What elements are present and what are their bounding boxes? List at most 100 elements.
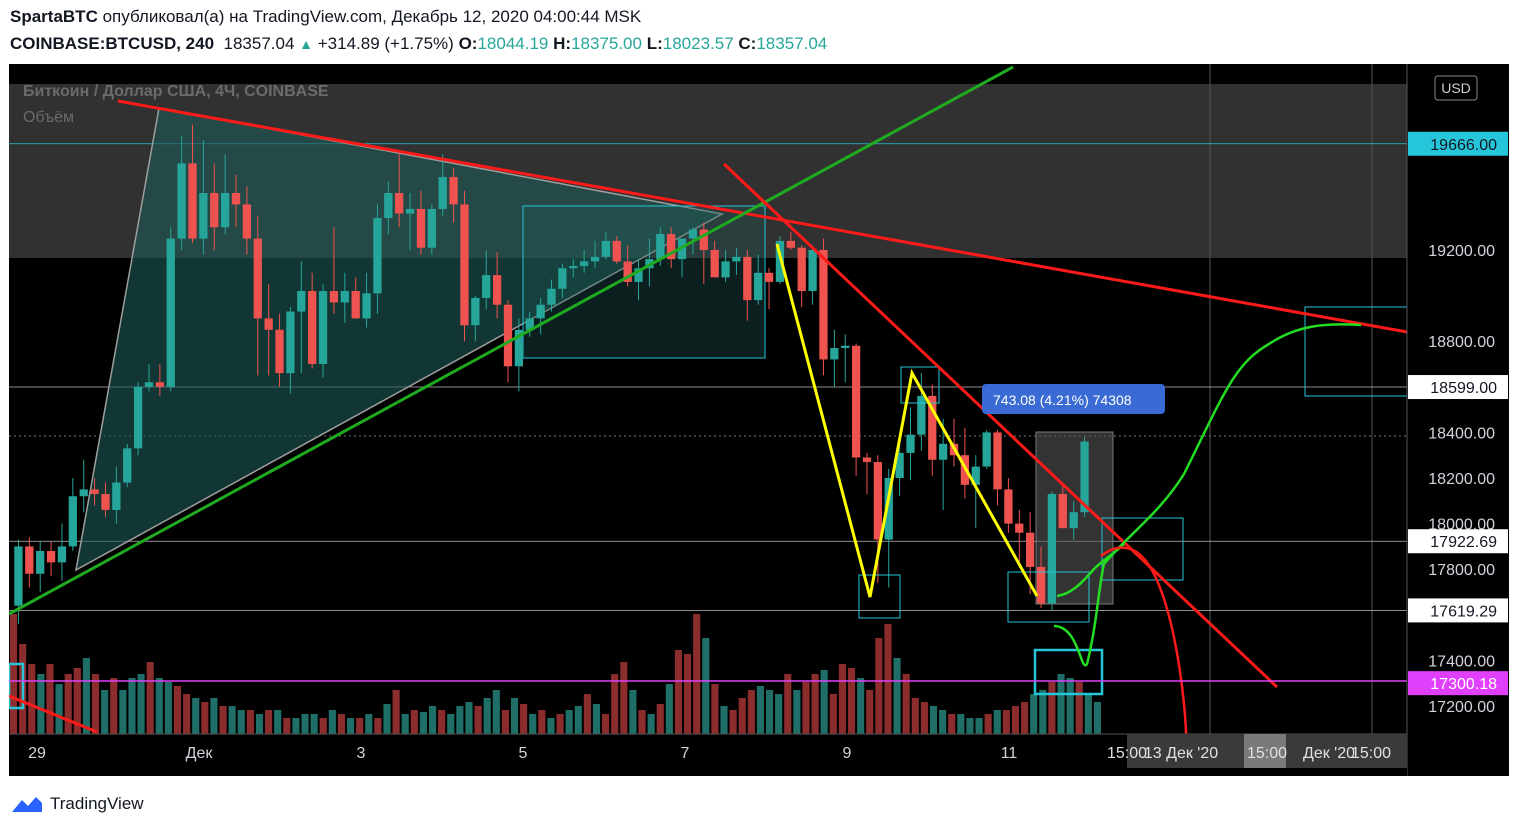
high-value: 18375.00	[571, 34, 642, 53]
volume-bar	[101, 690, 109, 734]
small-red-line	[9, 694, 98, 734]
low-box	[858, 574, 901, 619]
volume-bar	[392, 690, 400, 734]
published-text: опубликовал(а) на TradingView.com, Декаб…	[102, 7, 642, 26]
bullish-projection-curve	[1053, 323, 1362, 667]
candle-body	[775, 240, 785, 282]
volume-bar	[802, 682, 810, 734]
volume-bar	[183, 694, 191, 734]
volume-bar	[966, 718, 974, 734]
volume-bar	[410, 710, 418, 734]
candle-body	[732, 256, 741, 262]
candle-body	[14, 546, 23, 606]
candle-body	[928, 395, 937, 460]
candle-body	[721, 261, 730, 278]
candle-body	[384, 193, 393, 219]
candle-body	[841, 345, 850, 349]
volume-bar	[538, 710, 546, 734]
candle-body	[460, 204, 469, 326]
volume-bar	[501, 710, 509, 734]
volume-bar	[228, 706, 236, 734]
triangle-pattern	[74, 107, 725, 572]
volume-bar	[383, 704, 391, 734]
volume-bar	[374, 718, 382, 734]
author-name[interactable]: SpartaBTC	[10, 7, 98, 26]
volume-bar	[920, 702, 928, 734]
candle-body	[743, 256, 752, 301]
volume-bar	[465, 702, 473, 734]
bearish-projection-curve	[1100, 546, 1189, 776]
price-tick-label: 17800.00	[1428, 562, 1495, 579]
candle-body	[688, 229, 698, 239]
candle-body	[808, 250, 817, 292]
volume-bar	[265, 710, 273, 734]
volume-bar	[884, 624, 892, 734]
chart-panel[interactable]: Биткоин / Доллар США, 4Ч, COINBASE Объём…	[9, 64, 1509, 776]
time-tick-label: 15:00	[1351, 745, 1391, 762]
candle-body	[482, 275, 491, 298]
volume-bar	[702, 638, 710, 734]
candle-body	[308, 291, 317, 364]
volume-bar	[665, 684, 673, 734]
time-tick-label: 3	[357, 745, 366, 762]
volume-bar	[301, 714, 309, 734]
volume-bar	[975, 718, 983, 734]
candle-body	[525, 318, 534, 330]
price-label-tag	[1408, 131, 1508, 156]
descending-resistance-line	[117, 99, 1408, 334]
volume-bar	[46, 664, 54, 734]
symbol-line: COINBASE:BTCUSD, 240 18357.04 ▲ +314.89 …	[10, 34, 827, 54]
candle-body	[242, 204, 252, 239]
volume-bar	[474, 706, 482, 734]
candle-body	[112, 482, 121, 510]
volume-bar	[756, 686, 764, 734]
time-tick-label: 15:00	[1247, 745, 1287, 762]
open-value: 18044.19	[477, 34, 549, 53]
volume-bar	[55, 684, 63, 734]
volume-bar	[720, 706, 728, 734]
volume-bar	[283, 718, 291, 734]
time-tick-label: 29	[28, 745, 46, 762]
candle-body	[36, 550, 45, 574]
candle-body	[1036, 566, 1046, 604]
time-highlight	[1244, 734, 1286, 768]
tradingview-logo[interactable]: TradingView	[10, 792, 144, 816]
volume-bar	[419, 712, 427, 734]
volume-bar	[857, 678, 865, 734]
volume-bar	[456, 706, 464, 734]
candle-body	[221, 193, 230, 228]
candle-body	[971, 466, 980, 485]
candle-body	[210, 193, 219, 228]
candle-body	[329, 291, 339, 303]
currency-button[interactable]	[1434, 75, 1478, 101]
volume-bar	[219, 706, 227, 734]
volume-bar	[310, 714, 318, 734]
price-chart[interactable]: Биткоин / Доллар США, 4Ч, COINBASE Объём…	[9, 64, 1509, 776]
volume-box	[1033, 648, 1104, 696]
candle-body	[177, 163, 186, 239]
candle-body	[471, 297, 480, 326]
left-edge-box	[9, 662, 25, 710]
volume-bar	[939, 710, 947, 734]
candle-body	[830, 348, 839, 360]
candle-body	[155, 382, 164, 387]
time-tick-label: 11	[1001, 745, 1018, 762]
price-label-text: 18599.00	[1430, 380, 1497, 397]
candle-body	[144, 382, 154, 387]
price-change: +314.89 (+1.75%)	[317, 34, 454, 53]
volume-bar	[592, 704, 601, 734]
price-label-tag	[1408, 529, 1508, 554]
currency-label[interactable]: USD	[1441, 80, 1471, 96]
symbol-label: COINBASE:BTCUSD, 240	[10, 34, 215, 53]
measure-text: 743.08 (4.21%) 74308	[993, 392, 1132, 408]
volume-bar	[237, 710, 245, 734]
price-axis[interactable]	[1407, 64, 1509, 776]
candle-body	[1069, 512, 1078, 529]
candle-body	[895, 452, 904, 478]
volume-bar	[110, 678, 118, 734]
candle-body	[1080, 441, 1089, 513]
volume-bar	[401, 714, 409, 734]
ascending-support-line	[9, 65, 1014, 616]
candle-body	[982, 432, 991, 467]
close-value: 18357.04	[756, 34, 828, 53]
